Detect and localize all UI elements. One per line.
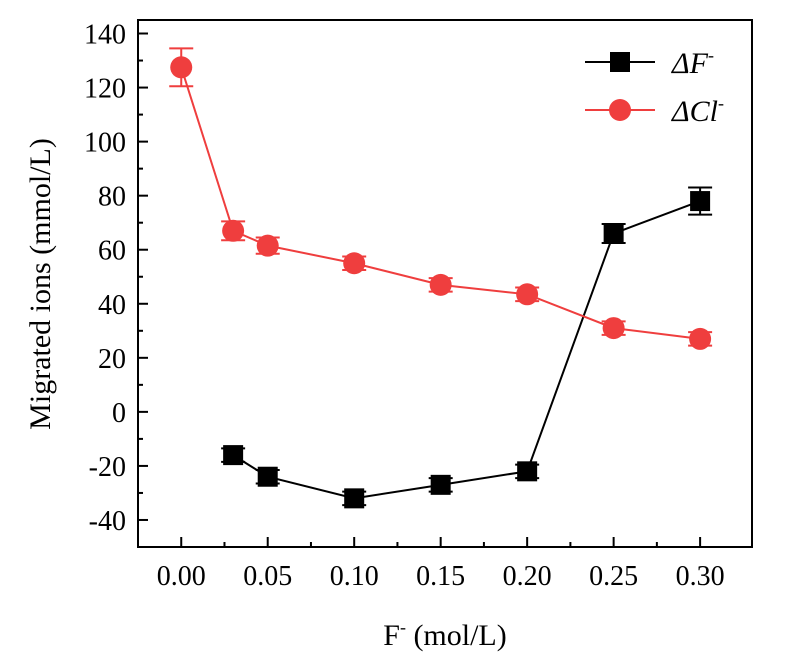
y-tick-label: -40: [89, 506, 126, 537]
y-tick-label: 80: [98, 182, 126, 213]
x-tick-label: 0.00: [157, 561, 206, 592]
series-f: [221, 186, 713, 509]
y-tick-label: 20: [98, 344, 126, 375]
y-tick-label: 0: [112, 398, 126, 429]
series-line: [232, 200, 701, 500]
legend-label-main: ΔCl: [671, 95, 718, 128]
y-tick-label: 140: [84, 20, 126, 51]
x-tick-label: 0.20: [503, 561, 552, 592]
legend-marker: [609, 99, 631, 121]
legend-label-main: ΔF: [671, 47, 709, 80]
y-tick-label: -20: [89, 452, 126, 483]
legend-marker: [610, 52, 630, 72]
x-tick-label: 0.15: [416, 561, 465, 592]
legend: ΔF-ΔCl-: [585, 45, 724, 128]
x-tick-label: 0.10: [330, 561, 379, 592]
series-cl: [169, 47, 713, 350]
y-tick-label: 120: [84, 74, 126, 105]
data-point: [516, 283, 539, 306]
data-point: [223, 445, 244, 466]
data-point: [222, 219, 245, 242]
y-axis: -40 -20 0 20 40 60 80 100 120 140: [84, 20, 148, 537]
data-point: [344, 488, 365, 509]
data-point: [689, 327, 712, 350]
data-point: [343, 252, 366, 275]
legend-item: ΔF-: [585, 45, 714, 80]
data-point: [430, 474, 451, 495]
y-tick-label: 60: [98, 236, 126, 267]
y-axis-title: Migrated ions (mmol/L): [24, 138, 57, 430]
y-tick-label: 100: [84, 128, 126, 159]
y-tick-label: 40: [98, 290, 126, 321]
plot-frame: [137, 19, 753, 548]
legend-label-sup: -: [708, 45, 714, 65]
legend-label-sup: -: [718, 93, 724, 113]
x-axis: 0.00 0.05 0.10 0.15 0.20 0.25 0.30: [157, 537, 725, 592]
data-point: [602, 317, 625, 340]
x-axis-title: F- (mol/L): [383, 617, 507, 652]
data-point: [170, 56, 193, 79]
data-point: [429, 273, 452, 296]
legend-item: ΔCl-: [585, 93, 724, 128]
legend-label: ΔCl-: [671, 93, 724, 128]
x-tick-label: 0.25: [589, 561, 638, 592]
x-tick-label: 0.30: [676, 561, 725, 592]
data-point: [690, 191, 711, 212]
x-tick-label: 0.05: [243, 561, 292, 592]
legend-label: ΔF-: [671, 45, 714, 80]
data-point: [603, 223, 624, 244]
series-layer: [169, 47, 713, 509]
data-point: [257, 466, 278, 487]
data-point: [517, 461, 538, 482]
data-point: [256, 234, 279, 257]
